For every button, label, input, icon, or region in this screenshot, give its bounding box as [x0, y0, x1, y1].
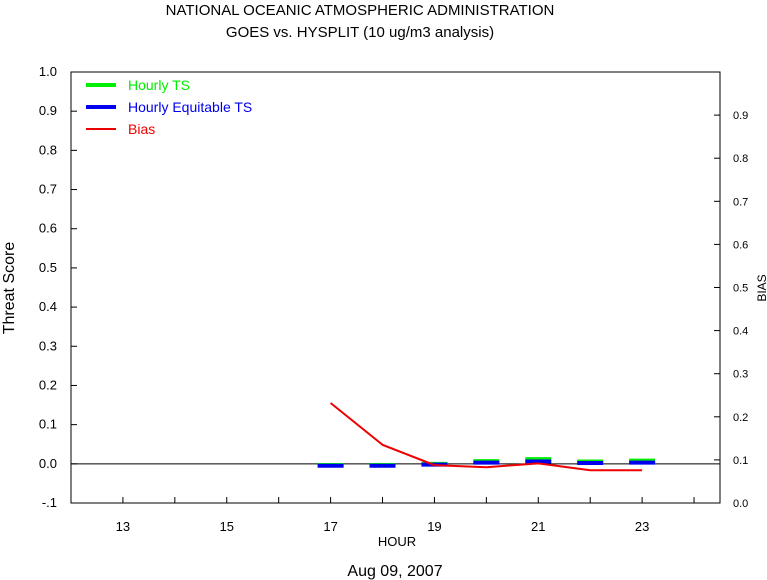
legend-label: Hourly TS	[128, 77, 190, 93]
x-tick-label: 19	[427, 519, 441, 534]
x-tick-label: 17	[323, 519, 337, 534]
y-tick-label: 0.8	[39, 142, 57, 157]
x-tick-label: 15	[220, 519, 234, 534]
legend-label: Hourly Equitable TS	[128, 99, 252, 115]
y-tick-label: 1.0	[39, 64, 57, 79]
y2-tick-label: 0.7	[733, 196, 748, 208]
y2-tick-label: 0.1	[733, 455, 748, 467]
bias-line	[329, 402, 643, 472]
series-layer	[317, 402, 656, 472]
legend-label: Bias	[128, 121, 155, 137]
y2-axis-label: BIAS	[755, 274, 767, 301]
y-tick-label: 0.3	[39, 338, 57, 353]
date-label: Aug 09, 2007	[347, 563, 442, 580]
y2-tick-label: 0.4	[733, 326, 748, 338]
x-tick-label: 21	[531, 519, 545, 534]
x-axis-label: HOUR	[378, 534, 416, 549]
y-tick-label: 0.6	[39, 221, 57, 236]
y2-tick-label: 0.5	[733, 283, 748, 295]
y-tick-label: 0.4	[39, 299, 57, 314]
y-axis-label: Threat Score	[1, 242, 18, 335]
y-tick-label: 0.9	[39, 103, 57, 118]
plot-frame	[70, 71, 721, 504]
y2-tick-label: 0.6	[733, 239, 748, 251]
legend: Hourly TS Hourly Equitable TS Bias	[86, 77, 252, 137]
x-tick-label: 23	[635, 519, 649, 534]
y-tick-label: 0.5	[39, 260, 57, 275]
y2-tick-label: 0.9	[733, 110, 748, 122]
chart-title: NATIONAL OCEANIC ATMOSPHERIC ADMINISTRAT…	[166, 2, 555, 19]
y-tick-label: 0.2	[39, 377, 57, 392]
chart-subtitle: GOES vs. HYSPLIT (10 ug/m3 analysis)	[226, 24, 494, 41]
y2-tick-label: 0.3	[733, 369, 748, 381]
y-tick-label: -.1	[42, 495, 57, 510]
y-tick-label: 0.0	[39, 456, 57, 471]
y2-tick-label: 0.0	[733, 498, 748, 510]
x-tick-label: 13	[116, 519, 130, 534]
tick-labels: -.1 0.0 0.1 0.2 0.3 0.4 0.5 0.6 0.7 0.8 0.9 1.0 0.0 0…	[39, 64, 748, 534]
y2-tick-label: 0.2	[733, 412, 748, 424]
y-tick-label: 0.7	[39, 182, 57, 197]
y2-tick-label: 0.8	[733, 153, 748, 165]
y-tick-label: 0.1	[39, 417, 57, 432]
axes	[70, 71, 721, 504]
